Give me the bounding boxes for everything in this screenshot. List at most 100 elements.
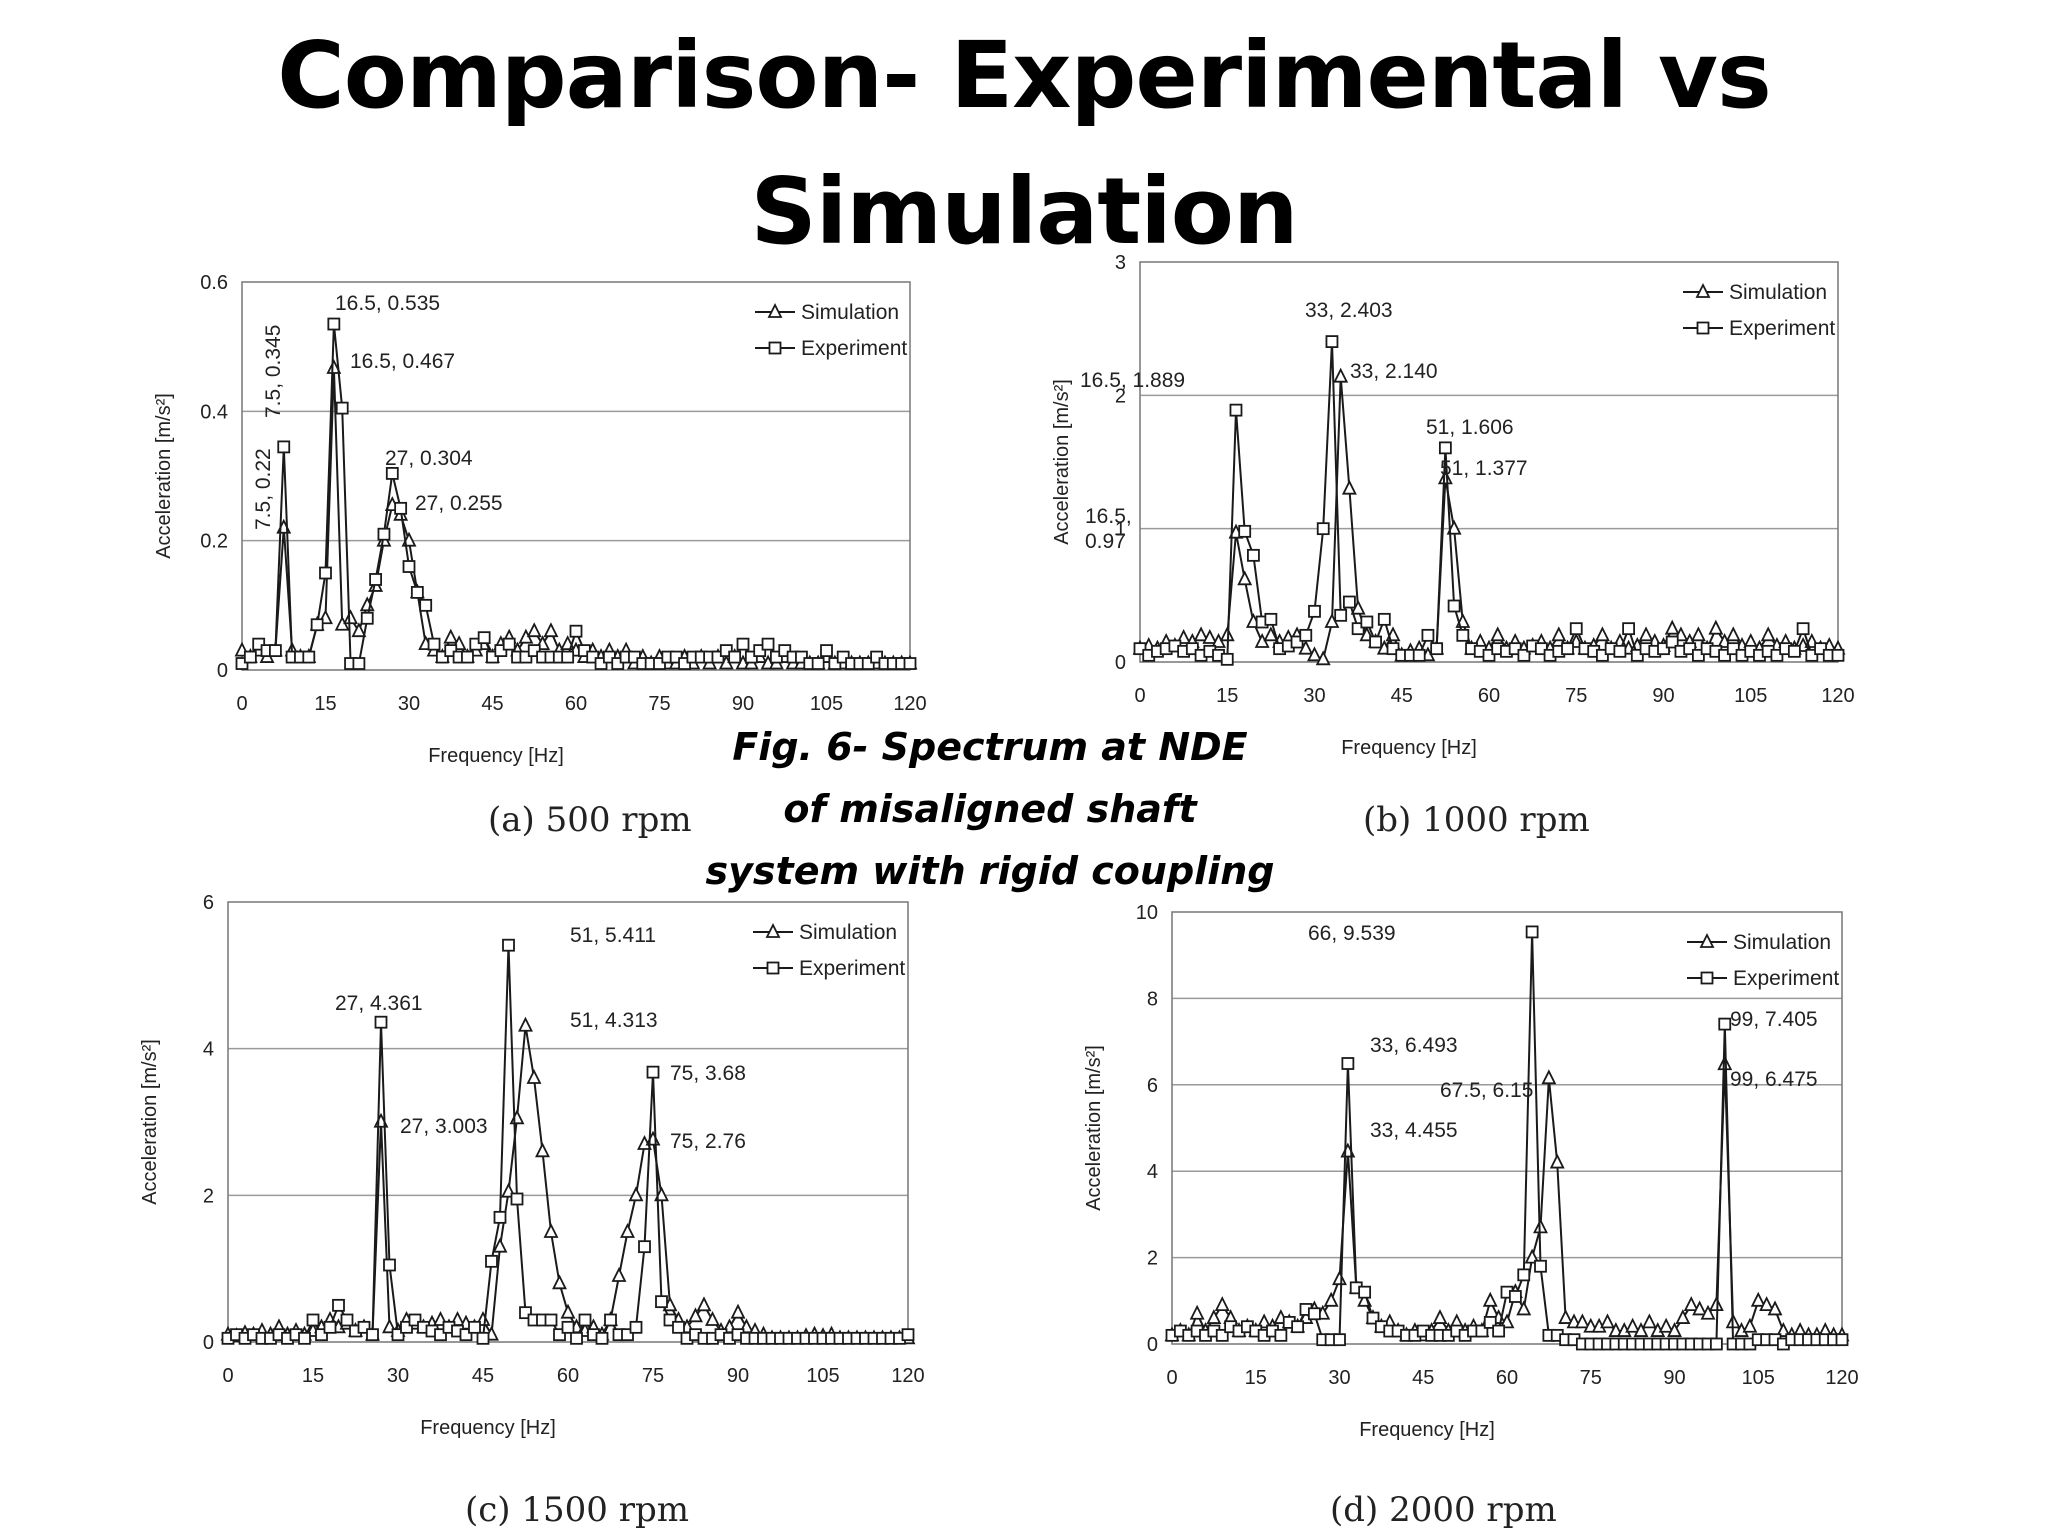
- legend-marker: [1696, 321, 1710, 335]
- data-point-experiment: [306, 1313, 320, 1327]
- data-point-experiment: [1215, 1328, 1229, 1342]
- data-point-simulation: [1189, 1304, 1205, 1320]
- y-tick-label: 0.6: [200, 272, 228, 294]
- data-point-experiment: [1596, 648, 1609, 662]
- data-point-experiment: [570, 1331, 583, 1345]
- data-point-experiment: [604, 1313, 617, 1327]
- data-point-simulation: [543, 1222, 559, 1238]
- data-point-simulation: [1263, 626, 1279, 642]
- x-axis-label: Frequency [Hz]: [428, 745, 564, 767]
- data-point-experiment: [494, 644, 508, 658]
- data-point-simulation: [1323, 1291, 1339, 1307]
- x-tick-label: 90: [732, 693, 754, 715]
- x-tick-label: 30: [1303, 685, 1325, 707]
- data-annotation: 27, 3.003: [400, 1115, 488, 1138]
- data-point-experiment: [611, 657, 625, 670]
- data-point-simulation: [1725, 626, 1741, 642]
- data-point-experiment: [1814, 642, 1827, 656]
- data-point-experiment: [811, 657, 825, 670]
- data-point-experiment: [235, 657, 249, 670]
- data-point-experiment: [1475, 1324, 1489, 1338]
- data-annotation: 51, 4.313: [570, 1009, 658, 1032]
- x-tick-label: 15: [302, 1365, 324, 1387]
- data-point-experiment: [1787, 644, 1801, 658]
- data-point-experiment: [1534, 1259, 1547, 1273]
- legend-label: Experiment: [1733, 967, 1839, 990]
- data-point-experiment: [736, 637, 750, 651]
- data-point-experiment: [1482, 648, 1496, 662]
- data-point-experiment: [1683, 642, 1697, 656]
- x-axis-label: Frequency [Hz]: [1341, 737, 1477, 759]
- x-tick-label: 120: [1821, 685, 1854, 707]
- data-point-simulation: [1759, 1296, 1775, 1312]
- data-point-experiment: [753, 644, 767, 658]
- y-tick-label: 4: [203, 1039, 214, 1061]
- data-annotation: 16.5, 0.535: [335, 292, 440, 315]
- data-point-experiment: [435, 650, 449, 664]
- data-point-experiment: [795, 650, 808, 664]
- data-annotation: 16.5, 0.467: [350, 350, 455, 373]
- data-point-experiment: [310, 618, 324, 632]
- data-point-experiment: [332, 1298, 345, 1312]
- data-point-simulation: [543, 622, 559, 638]
- data-point-simulation: [1708, 619, 1724, 635]
- data-point-experiment: [527, 644, 541, 658]
- data-point-experiment: [1613, 644, 1627, 658]
- data-point-experiment: [1325, 335, 1339, 348]
- data-point-experiment: [728, 650, 742, 664]
- data-point-experiment: [1351, 622, 1365, 636]
- data-point-simulation: [1315, 650, 1331, 666]
- data-point-experiment: [1333, 1333, 1346, 1347]
- data-point-simulation: [343, 609, 359, 625]
- x-axis-label: Frequency [Hz]: [420, 1417, 556, 1439]
- y-tick-label: 1: [1115, 519, 1126, 541]
- data-point-experiment: [836, 650, 850, 664]
- data-annotation: 66, 9.539: [1308, 922, 1396, 945]
- chart-500rpm: 0 0.2 0.4 0.6 0 15 30 45 60 75 90 105 120 Frequency […: [153, 272, 927, 767]
- data-point-experiment: [594, 657, 608, 670]
- x-tick-label: 15: [314, 693, 336, 715]
- data-point-experiment: [461, 650, 474, 664]
- legend-item: Experiment: [753, 957, 905, 980]
- data-point-experiment: [1718, 648, 1731, 662]
- data-point-experiment: [1447, 599, 1461, 613]
- y-axis-label: Acceleration [m/s²]: [1083, 1045, 1105, 1211]
- data-point-simulation: [1574, 1313, 1590, 1329]
- x-tick-label: 90: [1652, 685, 1674, 707]
- data-annotation: 75, 3.68: [670, 1062, 746, 1085]
- data-point-simulation: [1638, 626, 1654, 642]
- y-axis-label: Acceleration [m/s²]: [139, 1039, 161, 1205]
- data-point-experiment: [621, 1328, 634, 1342]
- data-point-experiment: [502, 938, 515, 952]
- data-point-simulation: [509, 1109, 525, 1125]
- slide-title-line-2: Simulation: [750, 158, 1299, 265]
- data-point-experiment: [778, 644, 792, 658]
- data-point-experiment: [298, 1331, 311, 1345]
- data-point-simulation: [1437, 469, 1453, 485]
- data-point-simulation: [1658, 1317, 1674, 1333]
- data-point-experiment: [1358, 1285, 1372, 1299]
- data-point-experiment: [383, 1258, 396, 1272]
- chart-2000rpm: 0 2 4 6 8 10 0 15 30 45 60 75 90 105 120 Frequency [Hz]…: [1083, 902, 1859, 1441]
- data-point-experiment: [861, 657, 875, 670]
- series-line: [1139, 341, 1838, 661]
- data-point-simulation: [1594, 626, 1610, 642]
- data-point-experiment: [360, 611, 374, 625]
- y-tick-label: 4: [1147, 1161, 1158, 1183]
- data-point-experiment: [394, 501, 408, 515]
- data-point-experiment: [319, 566, 332, 580]
- data-point-simulation: [1307, 646, 1322, 662]
- legend-marker: [765, 922, 781, 938]
- x-tick-label: 60: [557, 1365, 579, 1387]
- data-point-simulation: [1549, 1153, 1565, 1169]
- data-annotation: 99, 7.405: [1730, 1008, 1818, 1031]
- legend-marker: [1695, 282, 1711, 298]
- data-point-experiment: [1247, 548, 1260, 562]
- data-point-experiment: [1229, 403, 1243, 417]
- data-point-simulation: [1667, 1322, 1682, 1337]
- data-point-experiment: [419, 598, 433, 612]
- data-point-experiment: [901, 1328, 915, 1342]
- x-tick-label: 105: [1742, 1367, 1775, 1389]
- x-tick-label: 0: [1134, 685, 1145, 707]
- data-point-simulation: [1675, 1309, 1691, 1324]
